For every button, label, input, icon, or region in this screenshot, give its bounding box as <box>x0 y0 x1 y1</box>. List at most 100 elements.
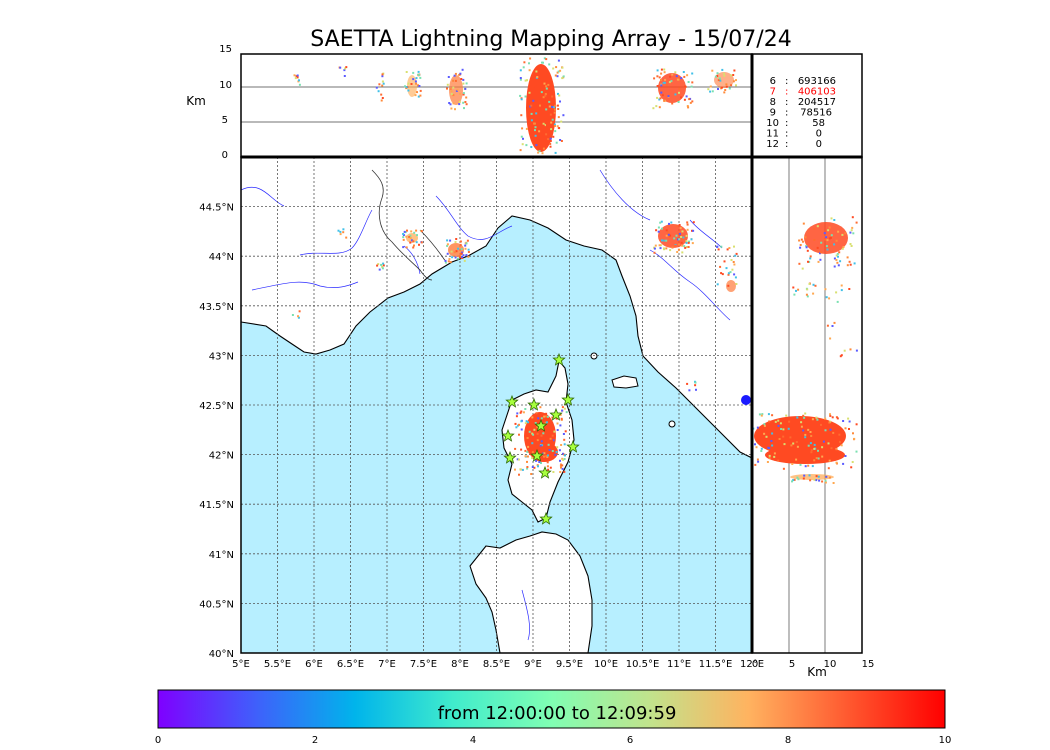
side-source <box>760 447 763 450</box>
side-sources <box>752 216 858 484</box>
side-source <box>817 457 820 460</box>
altitude-source <box>677 101 680 103</box>
side-source <box>835 254 838 257</box>
altitude-source <box>552 135 555 138</box>
side-source <box>765 435 768 438</box>
altitude-source <box>554 130 557 133</box>
altitude-source <box>544 93 547 96</box>
stats-station-count: 12 <box>766 139 779 150</box>
lightning-source <box>686 228 689 231</box>
lightning-source <box>554 453 557 456</box>
side-source <box>822 440 825 443</box>
side-source <box>821 446 824 449</box>
lightning-source <box>690 238 693 241</box>
lightning-source <box>544 415 547 418</box>
altitude-source <box>296 76 299 79</box>
altitude-source <box>711 90 714 93</box>
lightning-source <box>406 229 408 232</box>
altitude-source <box>553 111 556 114</box>
station-star-icon <box>534 418 548 432</box>
altitude-source <box>530 104 533 107</box>
side-source <box>790 444 793 447</box>
latitude-tick-label: 40.5°N <box>199 599 234 610</box>
altitude-source <box>381 73 384 76</box>
side-source <box>810 449 813 452</box>
altitude-source <box>452 86 455 89</box>
side-source <box>812 425 815 428</box>
lightning-source <box>721 273 724 276</box>
side-source <box>827 229 830 232</box>
altitude-source <box>534 129 536 132</box>
side-source <box>766 461 769 463</box>
lightning-source <box>551 450 554 452</box>
altitude-source <box>548 126 551 129</box>
stats-station-count: 9 <box>770 108 776 119</box>
lightning-source <box>545 421 548 424</box>
lightning-source <box>692 221 695 224</box>
altitude-source <box>555 141 558 144</box>
side-source <box>823 238 826 241</box>
altitude-source <box>543 124 546 127</box>
altitude-source <box>547 138 550 141</box>
lightning-source <box>402 238 405 241</box>
side-source <box>761 413 764 416</box>
longitude-tick-labels: 5°E 5.5°E 6°E 6.5°E 7°E 7.5°E 8°E 8.5°E 9°E 9.5°E… <box>232 659 764 670</box>
lightning-source <box>540 417 543 420</box>
altitude-source <box>534 134 537 137</box>
altitude-source <box>542 122 545 125</box>
side-source <box>810 451 813 454</box>
altitude-source <box>718 77 721 80</box>
stats-source-count: 78516 <box>800 108 832 119</box>
altitude-source <box>716 72 719 75</box>
altitude-source <box>709 85 712 88</box>
lightning-core <box>406 233 418 243</box>
altitude-source <box>691 100 694 103</box>
side-source <box>760 414 763 417</box>
lightning-source <box>558 449 561 452</box>
side-source <box>832 482 835 484</box>
altitude-source <box>685 95 688 98</box>
lightning-source <box>564 454 566 457</box>
altitude-source <box>414 80 417 83</box>
lightning-source <box>675 225 678 228</box>
lightning-source <box>415 229 418 232</box>
side-source <box>768 447 771 450</box>
altitude-source <box>465 96 468 99</box>
station-stats-panel: 6:693166 7:406103 8:204517 9:78516 10:58… <box>751 53 863 158</box>
colorbar-gradient <box>157 689 946 729</box>
lightning-source <box>450 250 453 253</box>
side-source <box>846 256 849 259</box>
altitude-source <box>557 92 559 95</box>
lightning-source <box>734 276 737 279</box>
altitude-source <box>667 95 670 98</box>
lightning-source <box>555 451 558 453</box>
lightning-source <box>532 433 535 436</box>
lightning-source <box>531 442 534 445</box>
side-source <box>830 217 833 220</box>
stats-row: 9: 78516 <box>770 108 832 119</box>
lightning-source <box>684 246 687 249</box>
altitude-source <box>293 74 296 77</box>
side-source <box>819 258 822 261</box>
altitude-source <box>452 94 455 97</box>
altitude-source <box>553 123 556 126</box>
altitude-tick-label: 0 <box>222 150 228 161</box>
lightning-source <box>410 230 413 233</box>
lightning-source <box>658 244 661 247</box>
side-source <box>848 428 850 430</box>
altitude-source <box>735 79 737 82</box>
lightning-source <box>533 428 536 431</box>
altitude-source <box>671 73 674 76</box>
lightning-source <box>549 466 552 469</box>
lightning-source <box>514 447 517 450</box>
altitude-source <box>663 81 666 84</box>
stats-row: 12: 0 <box>766 139 822 150</box>
side-source <box>777 419 780 422</box>
lightning-source <box>682 236 685 239</box>
side-source <box>837 264 840 267</box>
altitude-source <box>541 61 543 64</box>
side-source <box>812 283 815 286</box>
stats-source-count: 0 <box>816 129 822 140</box>
altitude-source <box>548 100 551 103</box>
altitude-source <box>448 102 451 104</box>
